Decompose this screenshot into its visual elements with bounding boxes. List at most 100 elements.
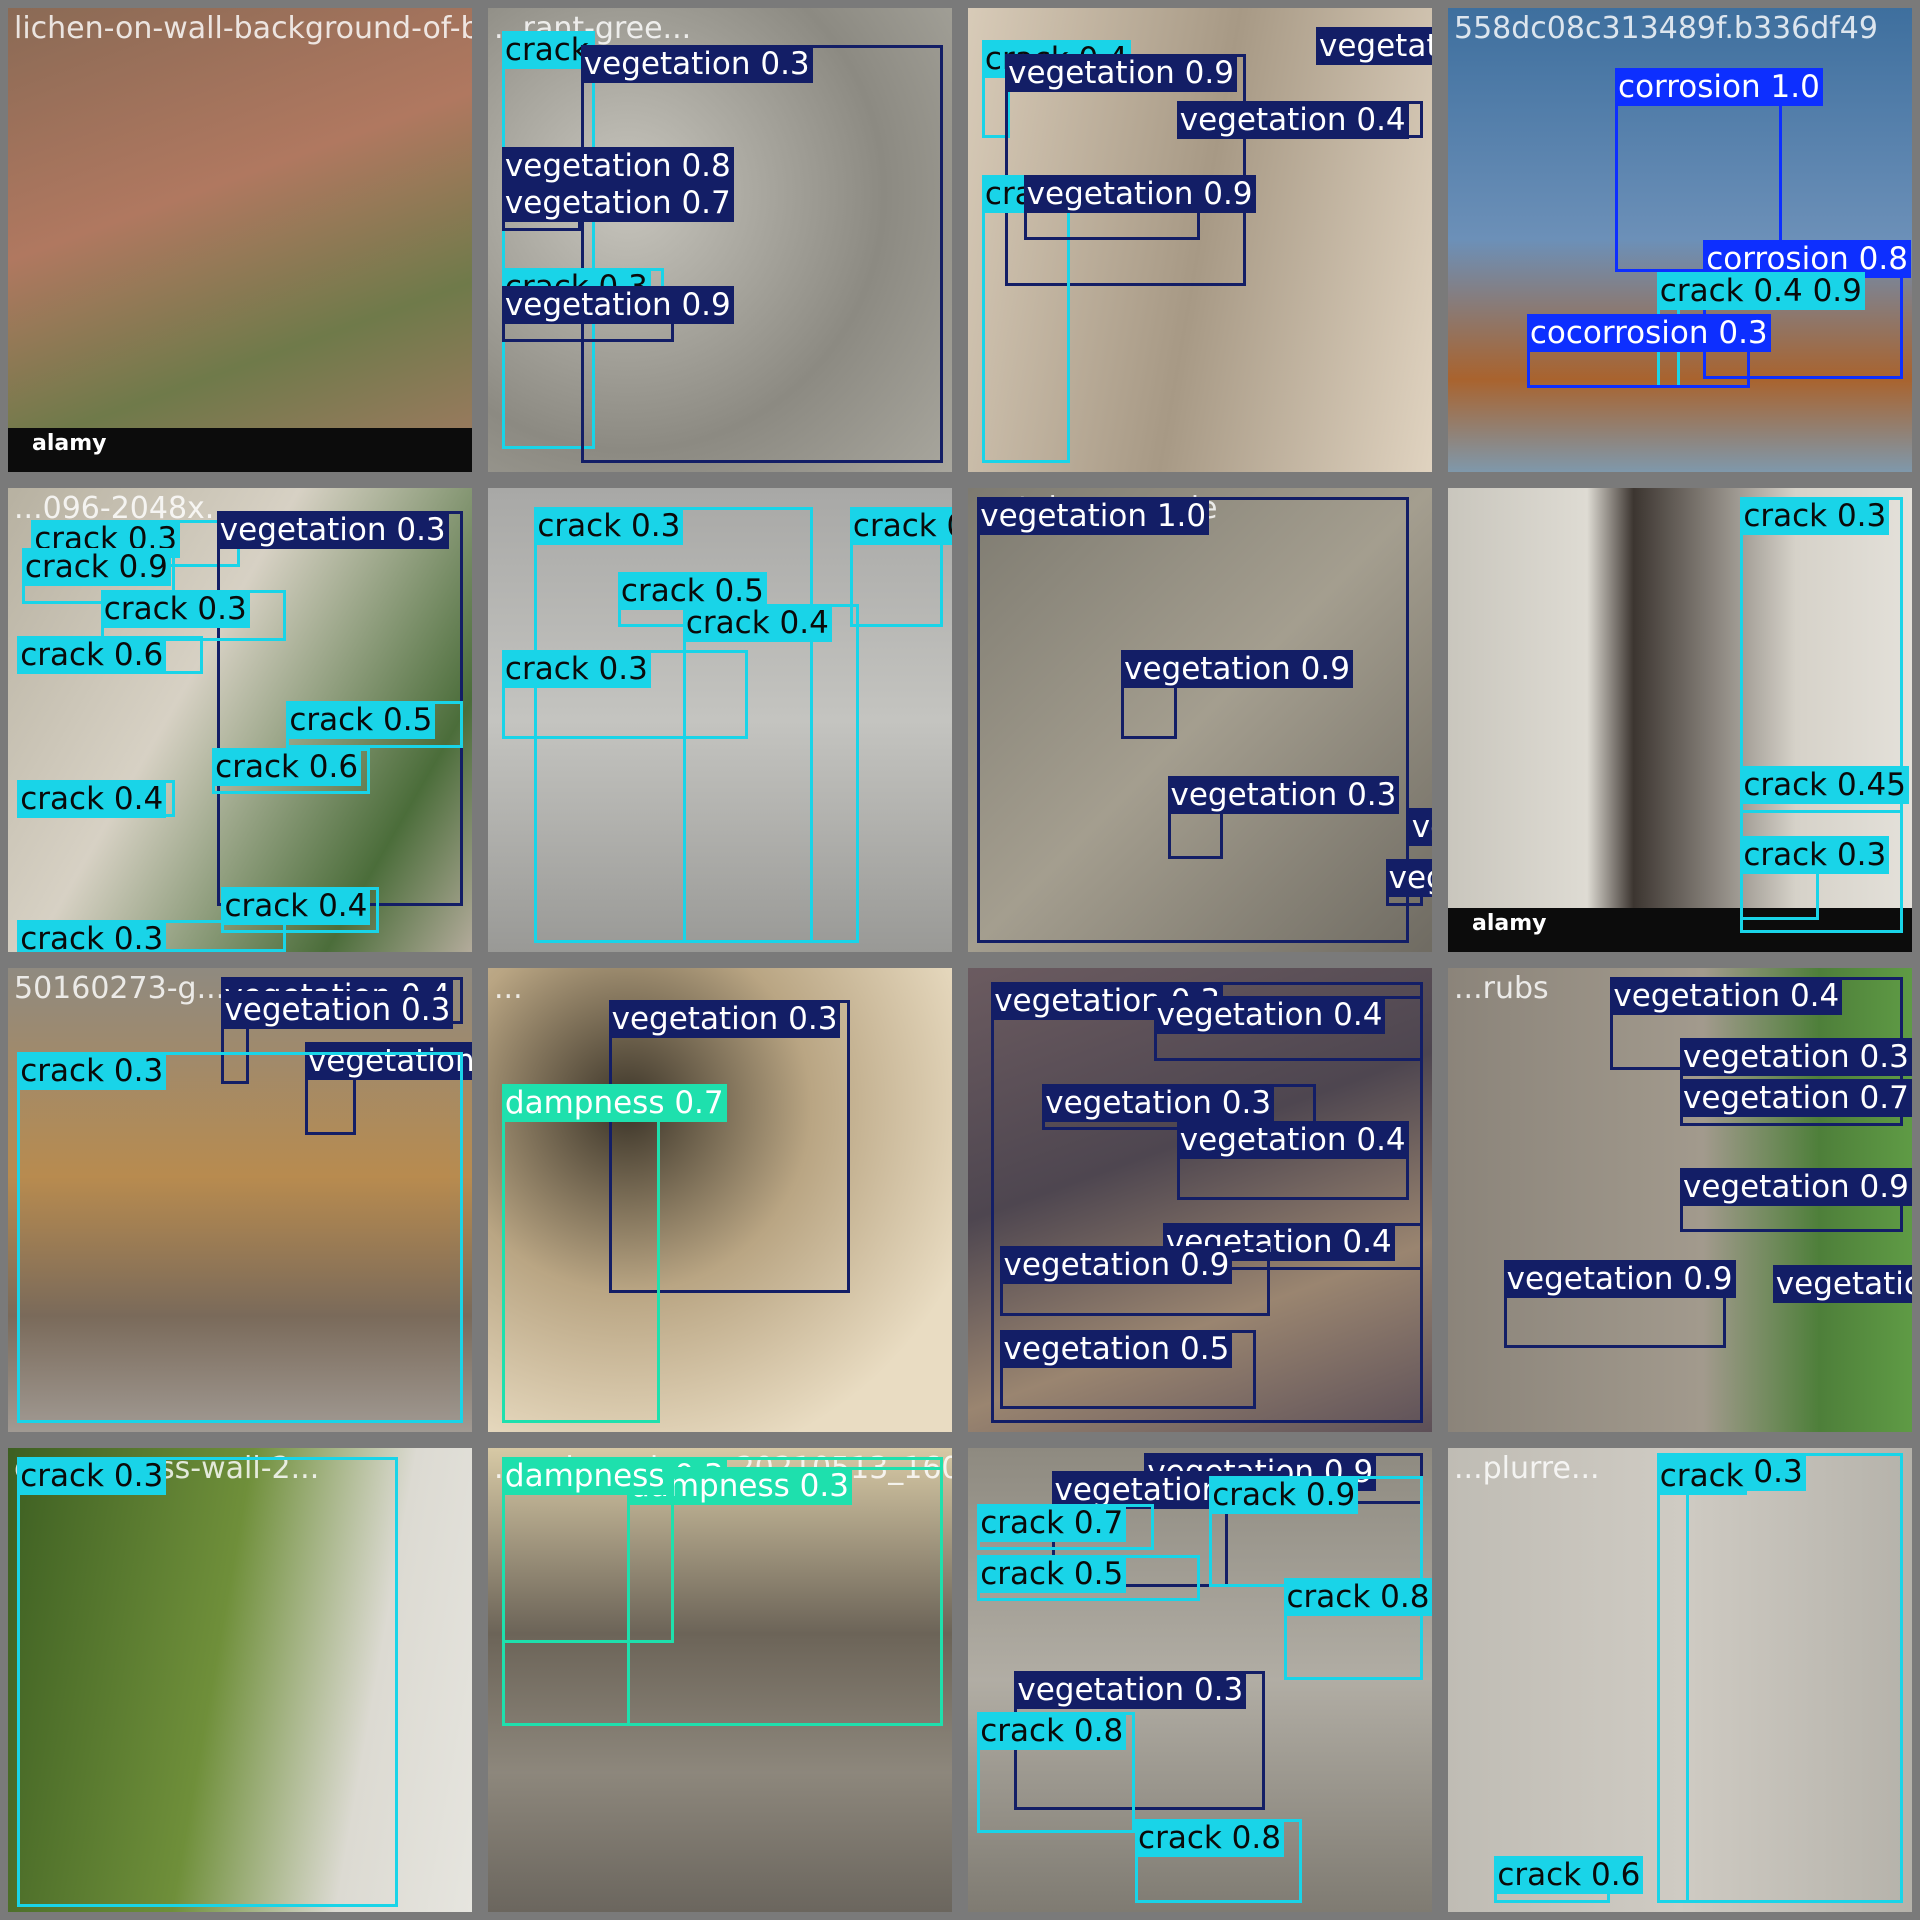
bbox-label: crack 0.7 (977, 1503, 1127, 1542)
tile-photo (968, 488, 1432, 952)
bbox-label: vegetation 0.3 (1042, 1084, 1275, 1122)
bbox-label: crack 0.8 (1135, 1819, 1284, 1858)
bbox-label: vegetation 0.8 (501, 147, 734, 186)
bbox-label: dampness 0.7 (501, 1084, 727, 1122)
bbox-label: vegetation 0.3 (216, 511, 449, 550)
bbox-label: crack 0.4 (849, 506, 952, 545)
tile-photo (1448, 488, 1912, 952)
bbox-label: crack 0.3 (17, 1051, 167, 1090)
bbox-label: cocorrosion 0.3 (1526, 314, 1771, 353)
bbox-label: vegetation 0.9 (1023, 175, 1256, 214)
bbox-label: crack 0.3 (534, 506, 684, 545)
tile-8: alamy crack 0.3 crack 0.45 crack 0.3 (1448, 488, 1912, 952)
tile-photo (8, 1448, 472, 1912)
tile-10: ... vegetation 0.3 dampness 0.7 (488, 968, 952, 1432)
bbox-dampness (627, 1466, 943, 1727)
bbox-label: crack (501, 31, 592, 70)
bbox-label: vegetation 0.3 (1316, 26, 1432, 65)
tile-filename: ...plurre... (1454, 1451, 1600, 1486)
tile-photo (1448, 1448, 1912, 1912)
bbox-label: crack 0.4 (682, 604, 832, 642)
bbox-label: crack 0.6 (1494, 1856, 1644, 1895)
tile-filename: ...096-2048x... (14, 491, 234, 526)
bbox-label: vegetation 0.7 (501, 184, 734, 223)
tile-filename: 558dc08c313489f.b336df49 (1454, 11, 1878, 46)
watermark: alamy (1472, 911, 1547, 936)
tile-filename: 50160273-g... (14, 971, 226, 1006)
bbox-label: vegetation 0.9 (1005, 54, 1237, 93)
bbox-label: vegetation 0.7 (1680, 1079, 1912, 1118)
tile-1: alamy lichen-on-wall-background-of-brick (8, 8, 472, 472)
tile-14: ...wakeparkzag_20210513_16054...dampness… (488, 1448, 952, 1912)
watermark: alamy (32, 431, 107, 456)
bbox-vegetation (580, 45, 943, 463)
bbox-label: vegetation 0.3 (608, 1000, 841, 1039)
bbox-label: crack 0.9 (1209, 1475, 1359, 1514)
bbox-label: vegetation 0.9 (501, 286, 734, 325)
bbox-label: vegetation 0.9 (1680, 1167, 1912, 1206)
tile-6: crack 0.3 crack 0.5 crack 0.4 crack 0.3 crac… (488, 488, 952, 952)
tile-photo (8, 8, 472, 472)
bbox-label: dampness (501, 1457, 668, 1496)
tile-5: ...096-2048x... crack 0.3 vegetation 0.3 cr… (8, 488, 472, 952)
bbox-label: vegetation 0.3 (1014, 1670, 1247, 1709)
bbox-label: vegetation 0.9 (1121, 650, 1353, 689)
bbox-label: crack 0.3 (1740, 836, 1890, 874)
bbox-label: vegetation 0.9 (1772, 1264, 1912, 1303)
bbox-label: vegetation 0.5 (1000, 1329, 1233, 1368)
tile-photo (488, 1448, 952, 1912)
tile-12: ...rubs vegetation 0.4 vegetation 0.3 veget… (1448, 968, 1912, 1432)
bbox-vegetation (977, 497, 1409, 943)
bbox-label: vegetation (304, 1042, 472, 1081)
bbox-crack (17, 1051, 463, 1423)
bbox-label: corrosion 1.0 (1615, 68, 1823, 107)
watermark-bar (1448, 908, 1912, 952)
bbox-label: vegetation 0.9 (1503, 1260, 1736, 1299)
bbox-label: vegetation 0.3 (580, 45, 813, 84)
bbox-label: vegetation 0.6 (1408, 808, 1432, 847)
tile-4: 558dc08c313489f.b336df49 corrosion 1.0 cor… (1448, 8, 1912, 472)
bbox-label: crack 0.3 (1740, 497, 1890, 536)
bbox-label: vegetation 0.4 (1153, 995, 1386, 1034)
bbox-crack (1656, 1457, 1690, 1903)
bbox-label: crack 0.3 (501, 650, 651, 689)
tile-photo (488, 968, 952, 1432)
bbox-label: crack 0.3 (17, 1457, 167, 1496)
tile-2: ...rant-gree... crack vegetation 0.3 vegeta… (488, 8, 952, 472)
bbox-label: corrosion 0.8 (1703, 240, 1911, 278)
tile-photo (488, 8, 952, 472)
bbox-label: vegetation 0.4 (1610, 977, 1843, 1016)
bbox-label: crack 0.3 (17, 919, 167, 952)
tile-13: green-moss-wall-2... crack 0.3 (8, 1448, 472, 1912)
bbox-label: vegetation 1.0 (977, 497, 1210, 536)
bbox-label: crack (1656, 1457, 1747, 1496)
bbox-crack (17, 1457, 398, 1908)
bbox-label: crack 0.8 (977, 1712, 1127, 1751)
bbox-label: vegetation 0.3 (221, 991, 454, 1030)
bbox-label: crack 0.45 (1740, 766, 1909, 805)
bbox-label: vegetation 0.8 (1385, 859, 1432, 898)
tile-filename: ...rubs (1454, 971, 1549, 1006)
bbox-dampness (501, 1084, 660, 1423)
bbox-label: crack 0.8 (1283, 1577, 1432, 1616)
bbox-label: vegetation 0.4 (1176, 1121, 1409, 1160)
bbox-label: vegetation 0.3 (1680, 1037, 1912, 1076)
tile-7: ...steinmauer.devegetation 1.0vegetation… (968, 488, 1432, 952)
bbox-label: crack 0.5 (617, 571, 767, 610)
bbox-label: crack 0.4 (17, 780, 167, 819)
bbox-label: crack 0.6 (212, 747, 362, 786)
bbox-label: crack 0.5 (977, 1554, 1127, 1593)
tile-11: vegetation 0.3 vegetation 0.4 vegetation 0… (968, 968, 1432, 1432)
bbox-label: vegetation 0.9 (1000, 1246, 1233, 1285)
bbox-label: crack 0.3 (100, 590, 250, 629)
bbox-label: crack 0.5 (286, 701, 436, 740)
tile-filename: lichen-on-wall-background-of-brick (14, 11, 472, 46)
bbox-label: crack 0.4 (221, 887, 371, 926)
bbox-label: vegetation 0.4 (1176, 100, 1409, 139)
watermark-bar (8, 428, 472, 472)
